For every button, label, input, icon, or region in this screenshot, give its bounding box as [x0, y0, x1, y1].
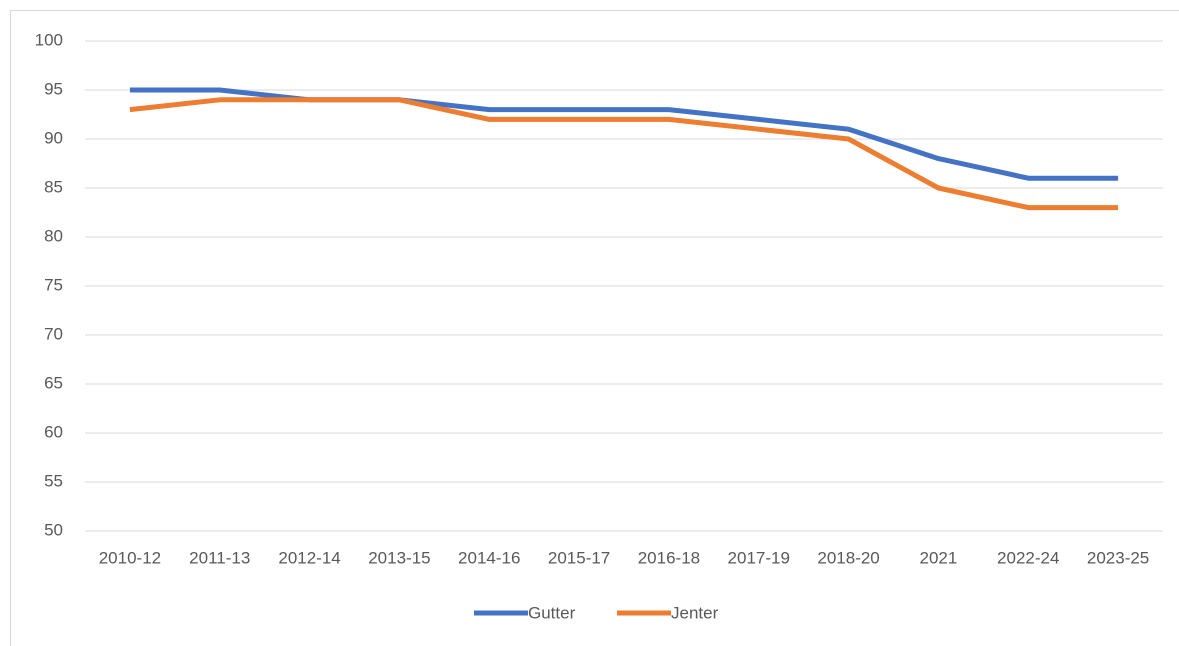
x-tick-label: 2018-20: [817, 548, 879, 567]
x-tick-label: 2021: [920, 548, 958, 567]
y-tick-label: 70: [44, 324, 63, 343]
x-tick-label: 2014-16: [458, 548, 520, 567]
y-tick-label: 55: [44, 471, 63, 490]
y-tick-label: 95: [44, 79, 63, 98]
x-tick-label: 2015-17: [548, 548, 610, 567]
legend-label: Jenter: [671, 603, 719, 622]
series-line: [129, 87, 1119, 181]
x-tick-label: 2016-18: [638, 548, 700, 567]
y-tick-label: 60: [44, 422, 63, 441]
x-tick-label: 2012-14: [278, 548, 340, 567]
series-line: [129, 97, 1119, 211]
x-tick-label: 2011-13: [189, 548, 250, 567]
y-tick-label: 80: [44, 226, 63, 245]
legend-label: Gutter: [528, 603, 576, 622]
y-tick-label: 65: [44, 373, 63, 392]
x-tick-label: 2010-12: [99, 548, 161, 567]
y-tick-label: 90: [44, 128, 63, 147]
chart-border: [10, 10, 1179, 646]
y-tick-label: 85: [44, 177, 63, 196]
y-tick-label: 100: [35, 30, 63, 49]
y-tick-label: 75: [44, 275, 63, 294]
x-tick-label: 2013-15: [368, 548, 430, 567]
y-tick-label: 50: [44, 520, 63, 539]
x-tick-label: 2023-25: [1087, 548, 1149, 567]
x-tick-label: 2022-24: [997, 548, 1059, 567]
x-tick-label: 2017-19: [728, 548, 790, 567]
